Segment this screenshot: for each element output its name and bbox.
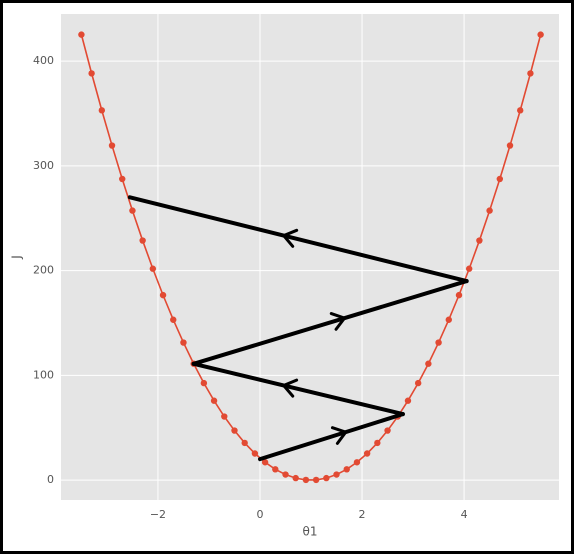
data-point bbox=[129, 207, 136, 214]
y-tick-label: 300 bbox=[33, 159, 54, 172]
data-point bbox=[272, 466, 279, 473]
data-point bbox=[486, 207, 493, 214]
y-tick-label: 200 bbox=[33, 264, 54, 277]
data-point bbox=[119, 175, 126, 183]
data-point bbox=[180, 339, 187, 346]
y-tick-label: 400 bbox=[33, 54, 54, 67]
data-point bbox=[404, 397, 412, 404]
step-arrow bbox=[127, 195, 469, 284]
data-point bbox=[312, 476, 320, 484]
data-point bbox=[149, 265, 157, 272]
data-point bbox=[414, 379, 422, 387]
data-point bbox=[506, 142, 514, 149]
data-point bbox=[435, 339, 442, 346]
step-arrow bbox=[191, 361, 405, 417]
data-point bbox=[353, 459, 361, 466]
data-point bbox=[78, 31, 85, 38]
data-point bbox=[108, 142, 116, 149]
arrow-head bbox=[281, 228, 299, 248]
data-point bbox=[374, 439, 381, 447]
data-point bbox=[231, 427, 238, 434]
data-point bbox=[170, 316, 177, 323]
data-point bbox=[496, 175, 504, 183]
x-axis-label: θ1 bbox=[303, 525, 318, 539]
data-point bbox=[241, 439, 248, 447]
data-point bbox=[455, 291, 463, 299]
x-tick-label: −2 bbox=[150, 508, 166, 521]
plot-background bbox=[61, 14, 559, 500]
data-point bbox=[527, 70, 534, 77]
data-point bbox=[363, 450, 371, 457]
data-point bbox=[517, 107, 524, 114]
step-arrow bbox=[257, 412, 405, 462]
arrow-head bbox=[329, 312, 347, 331]
data-point bbox=[261, 459, 269, 466]
data-point bbox=[210, 397, 218, 404]
data-point bbox=[476, 237, 483, 244]
data-point bbox=[251, 450, 259, 457]
data-point bbox=[282, 471, 289, 478]
data-point bbox=[139, 237, 146, 244]
data-point bbox=[221, 413, 228, 420]
data-point bbox=[292, 474, 299, 482]
data-point bbox=[323, 474, 330, 482]
data-point bbox=[98, 107, 106, 114]
data-point bbox=[445, 316, 452, 323]
data-point bbox=[302, 476, 310, 484]
y-axis-label: J bbox=[10, 255, 24, 260]
data-point bbox=[384, 427, 391, 434]
x-tick-label: 4 bbox=[461, 508, 468, 521]
data-point bbox=[537, 31, 544, 38]
data-point bbox=[159, 291, 167, 299]
data-point bbox=[425, 360, 432, 367]
grid bbox=[61, 14, 559, 500]
x-tick-label: 2 bbox=[359, 508, 366, 521]
arrow-head bbox=[330, 426, 349, 445]
data-point bbox=[88, 70, 95, 77]
data-point bbox=[465, 265, 473, 272]
data-point bbox=[343, 466, 350, 473]
y-tick-label: 100 bbox=[33, 368, 54, 381]
y-tick-label: 0 bbox=[47, 473, 54, 486]
data-point bbox=[200, 379, 208, 387]
data-point bbox=[333, 471, 340, 478]
arrow-head bbox=[281, 378, 299, 398]
step-arrow bbox=[191, 279, 469, 366]
x-tick-label: 0 bbox=[256, 508, 263, 521]
